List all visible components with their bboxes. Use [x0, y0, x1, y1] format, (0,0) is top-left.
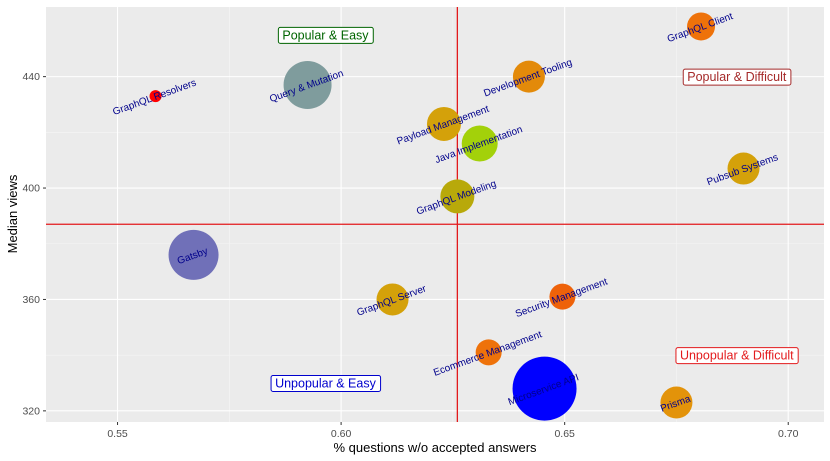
x-tick-label: 0.70: [778, 428, 799, 440]
quadrant-labels: Popular & Easy Popular & Difficult Unpopul…: [270, 26, 799, 393]
x-tick-label: 0.55: [107, 428, 128, 440]
data-point: [512, 356, 577, 421]
quadrant-label: Popular & Difficult: [682, 68, 792, 86]
x-tick-label: 0.65: [554, 428, 575, 440]
x-axis-title: % questions w/o accepted answers: [333, 440, 537, 455]
y-tick-label: 320: [22, 405, 40, 417]
y-tick-label: 440: [22, 71, 40, 83]
quadrant-label-text: Popular & Easy: [282, 28, 369, 42]
quadrant-label-box: [682, 68, 792, 86]
data-point: [727, 152, 760, 185]
data-point: [461, 125, 498, 162]
quadrant-label-box: [270, 375, 382, 393]
data-point: [283, 60, 332, 109]
y-tick-label: 400: [22, 183, 40, 195]
data-point: [475, 339, 502, 366]
data-point: [149, 90, 162, 103]
quadrant-label-box: [675, 347, 799, 365]
data-point: [660, 386, 693, 419]
y-axis-ticks: 320 360 400 440: [22, 71, 46, 417]
quadrant-label-box: [277, 26, 374, 44]
data-point: [549, 283, 576, 310]
data-point: [168, 229, 219, 280]
quadrant-label: Popular & Easy: [277, 26, 374, 44]
x-axis-ticks: 0.55 0.60 0.65 0.70: [107, 422, 799, 440]
quadrant-label: Unpopular & Difficult: [675, 347, 799, 365]
data-point: [426, 106, 461, 141]
data-point: [687, 12, 716, 41]
quadrant-label-text: Popular & Difficult: [687, 70, 787, 84]
quadrant-label: Unpopular & Easy: [270, 375, 382, 393]
data-point: [512, 60, 545, 93]
y-axis-title: Median views: [5, 174, 20, 253]
quadrant-label-text: Unpopular & Easy: [275, 377, 377, 391]
points: [149, 12, 760, 421]
y-tick-label: 360: [22, 294, 40, 306]
reference-lines: [46, 7, 824, 422]
x-tick-label: 0.60: [331, 428, 352, 440]
quadrant-label-text: Unpopular & Difficult: [680, 349, 794, 363]
data-point: [440, 179, 475, 214]
data-point: [376, 283, 409, 316]
